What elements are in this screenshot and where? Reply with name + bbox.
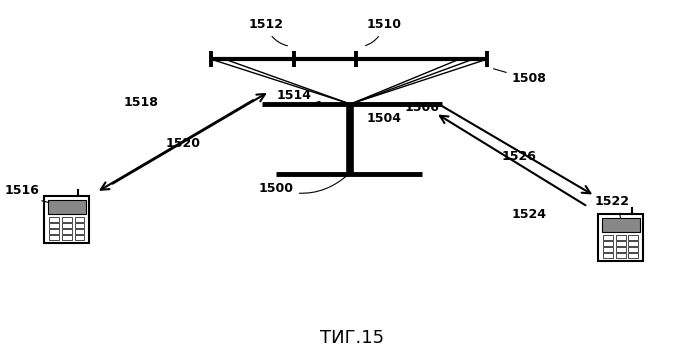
Text: 1522: 1522 — [594, 195, 629, 218]
Bar — [50, 223, 60, 228]
Bar — [602, 218, 640, 232]
Bar — [48, 200, 86, 214]
Bar — [603, 247, 613, 252]
Bar — [62, 229, 72, 234]
Text: 1518: 1518 — [124, 96, 159, 109]
Bar — [616, 247, 626, 252]
Bar — [50, 217, 60, 222]
Text: 1524: 1524 — [512, 208, 547, 220]
Bar — [62, 223, 72, 228]
Bar — [50, 235, 60, 240]
Text: 1526: 1526 — [501, 150, 536, 163]
Text: 1506: 1506 — [405, 101, 440, 114]
Text: 1508: 1508 — [494, 69, 547, 85]
Text: ΤИГ.15: ΤИГ.15 — [321, 329, 384, 347]
Bar — [75, 229, 85, 234]
Bar — [603, 241, 613, 246]
Bar — [629, 247, 638, 252]
Text: 1512: 1512 — [248, 19, 288, 46]
Bar — [75, 235, 85, 240]
Bar — [50, 229, 60, 234]
Bar — [75, 217, 85, 222]
Bar — [62, 235, 72, 240]
Bar — [44, 196, 90, 243]
Text: 1514: 1514 — [276, 89, 320, 102]
Text: 1500: 1500 — [259, 174, 349, 195]
Bar — [603, 253, 613, 258]
Text: 1504: 1504 — [366, 112, 401, 125]
Bar — [616, 253, 626, 258]
Bar — [629, 241, 638, 246]
Bar — [616, 235, 626, 240]
Text: 1516: 1516 — [5, 184, 64, 203]
Bar — [629, 253, 638, 258]
Bar — [603, 235, 613, 240]
Bar — [598, 214, 643, 261]
Bar — [62, 217, 72, 222]
Text: 1510: 1510 — [365, 19, 401, 46]
Bar — [616, 241, 626, 246]
Text: 1520: 1520 — [165, 137, 200, 150]
Bar — [75, 223, 85, 228]
Bar — [629, 235, 638, 240]
